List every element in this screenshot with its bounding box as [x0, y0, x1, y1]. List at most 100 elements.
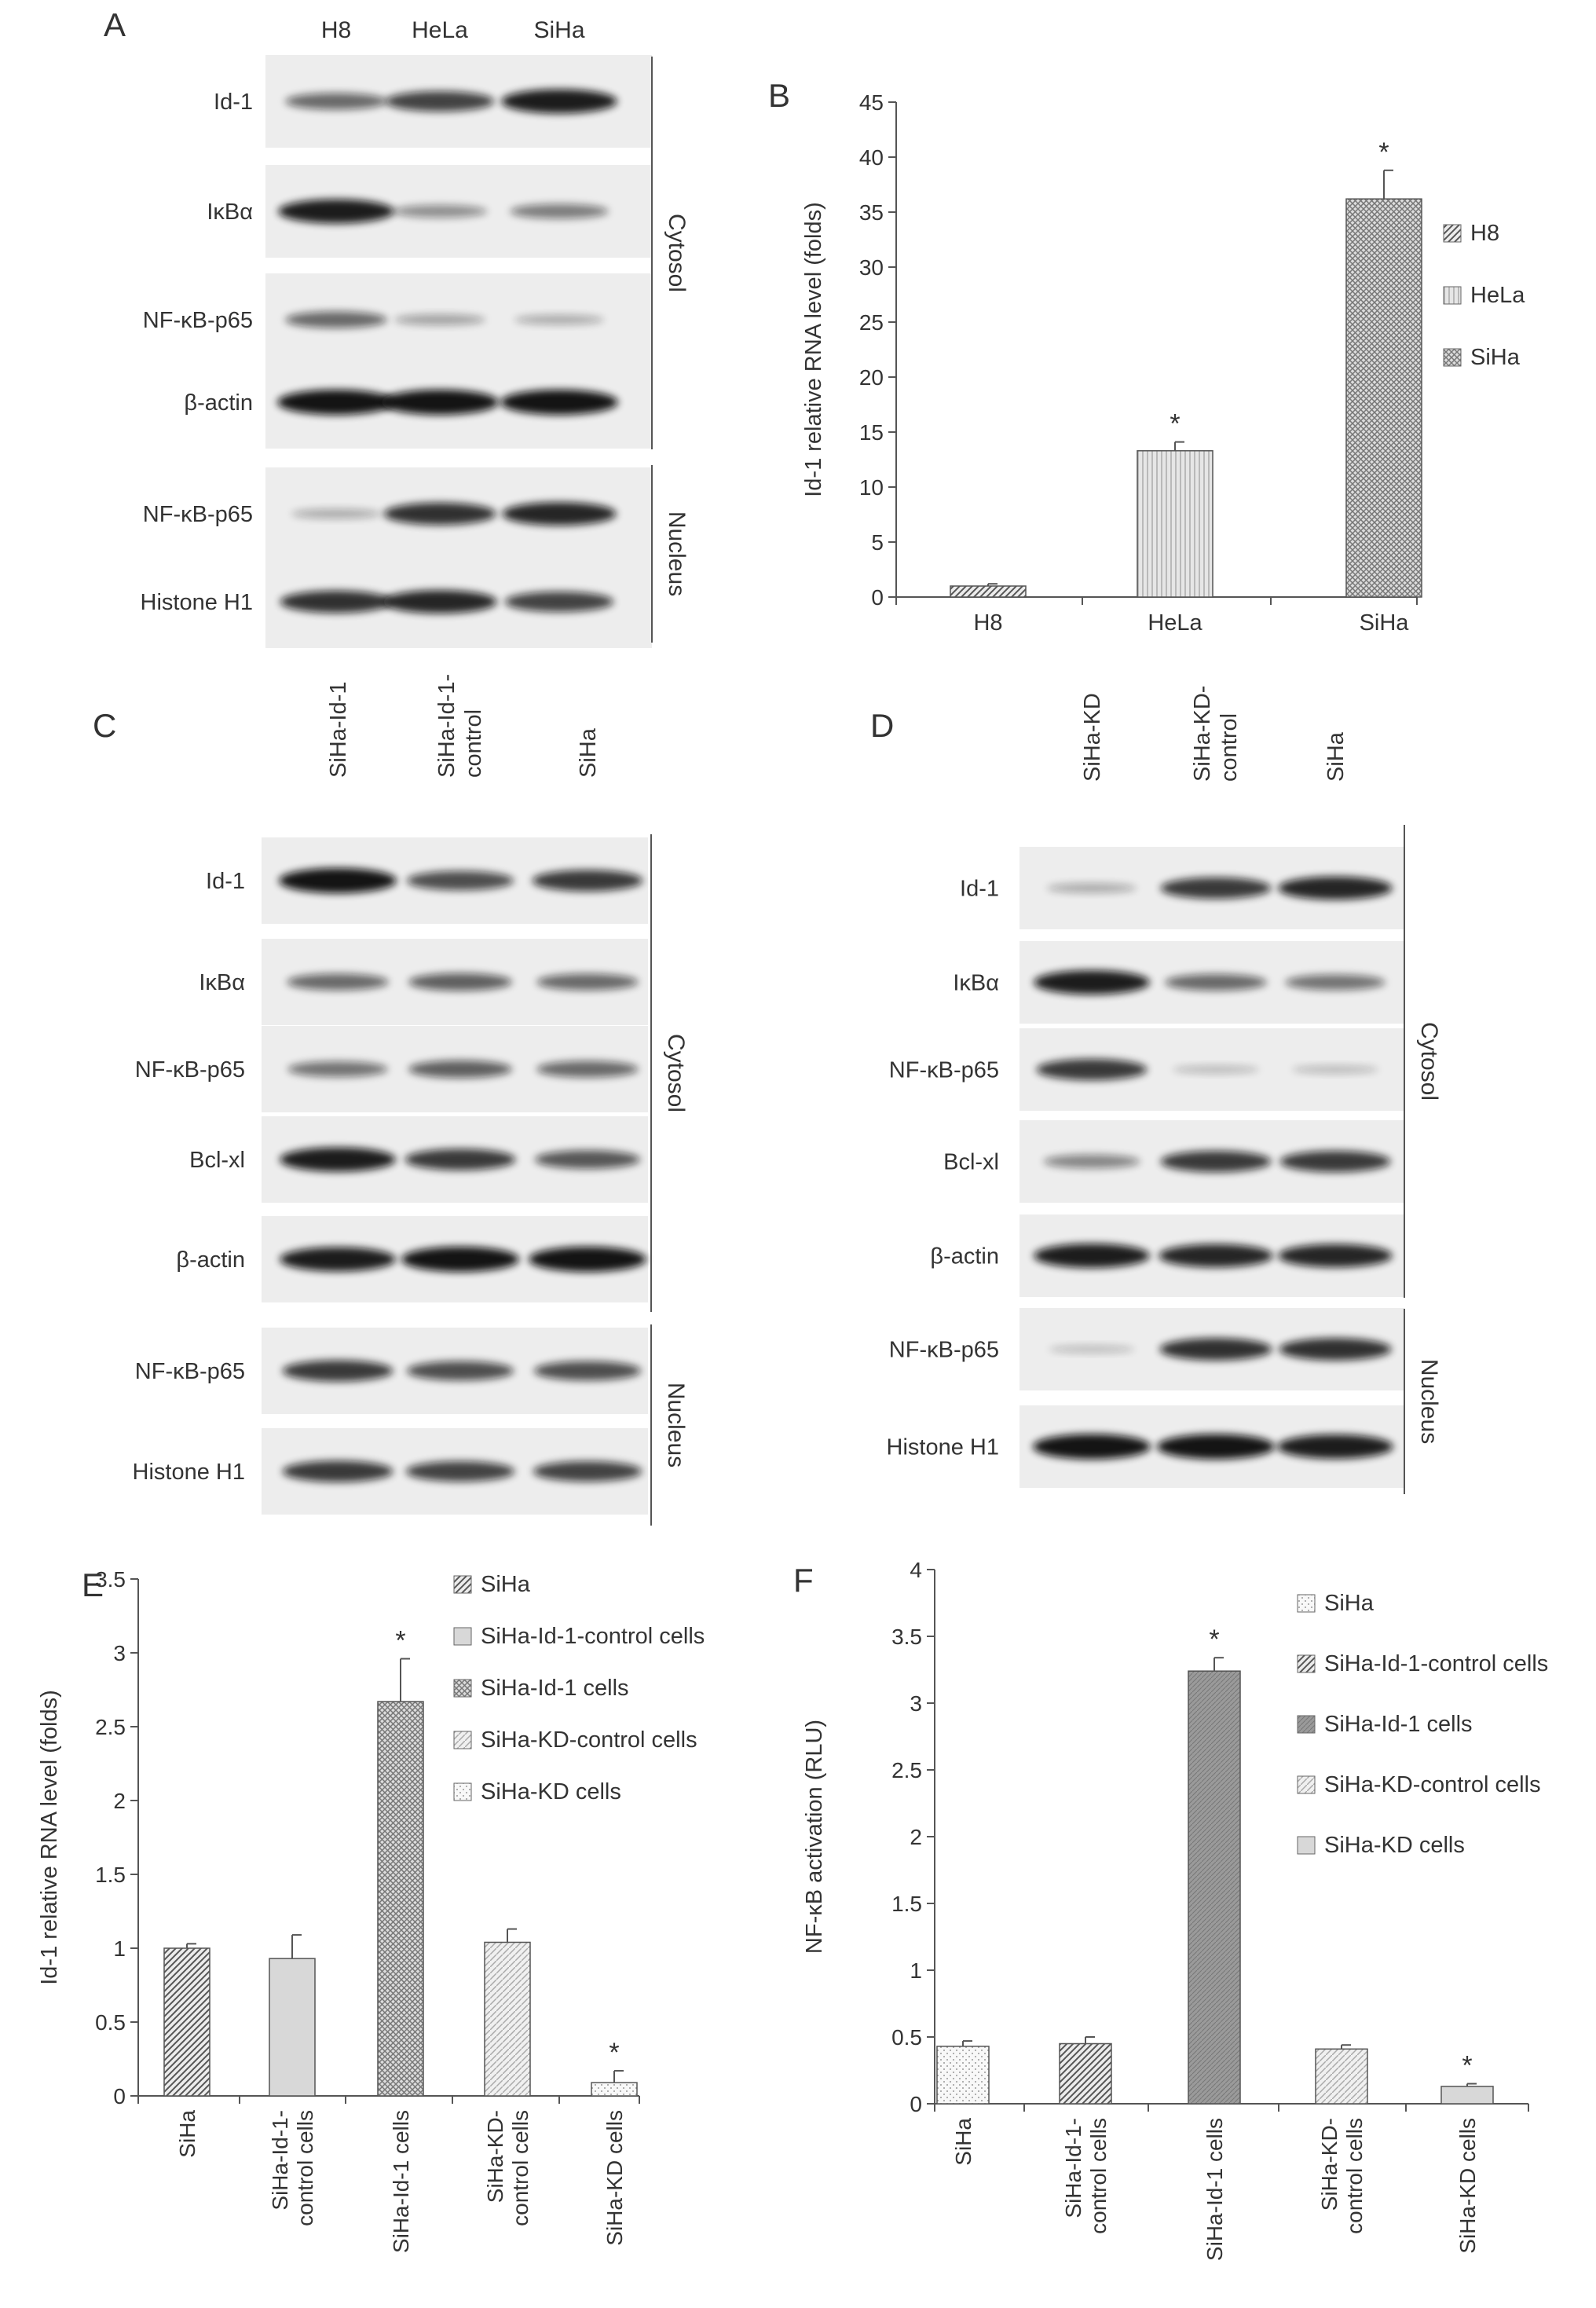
legend-label: SiHa [1470, 345, 1521, 370]
y-axis-label: NF-κB activation (RLU) [802, 1720, 827, 1954]
category-label: SiHa-KD-control cells [1317, 2118, 1367, 2234]
compartment-label: Cytosol [1416, 1022, 1442, 1101]
band [1043, 1154, 1140, 1169]
band [385, 91, 495, 112]
lane-label: SiHa-Id-1 [326, 682, 351, 778]
category-label: SiHa-Id-1-control cells [1061, 2118, 1111, 2234]
band [1159, 1338, 1272, 1361]
panel-letter: B [768, 77, 790, 114]
bar-siha [936, 2046, 990, 2105]
y-axis-label: Id-1 relative RNA level (folds) [37, 1690, 62, 1985]
y-tick-label: 1 [910, 1958, 922, 1983]
protein-label: β-actin [184, 390, 253, 416]
y-tick-label: 20 [859, 365, 884, 390]
band [504, 592, 614, 612]
band [287, 1061, 388, 1077]
band [1034, 970, 1150, 995]
category-label: SiHa [175, 2110, 200, 2158]
band [534, 1150, 641, 1169]
legend-swatch [1297, 1594, 1316, 1613]
legend-label: SiHa-Id-1-control cells [481, 1624, 705, 1649]
band [280, 590, 393, 614]
panel-letter: D [870, 707, 894, 744]
legend-label: SiHa-KD cells [481, 1779, 621, 1804]
band [392, 204, 488, 218]
band [408, 973, 512, 991]
band [279, 868, 397, 893]
protein-label: IκBα [953, 971, 999, 996]
band [280, 1247, 396, 1272]
panel-a: A H8 HeLa SiHa Id-1 IκBα NF-κB-p65 β-actin NF-κB… [104, 6, 690, 648]
protein-label: β-actin [176, 1247, 245, 1273]
category-label: SiHa-KD-control cells [483, 2110, 533, 2226]
lane-label: SiHa [533, 17, 584, 43]
band [1047, 883, 1137, 893]
y-tick-label: 3.5 [891, 1625, 922, 1649]
band [291, 508, 381, 519]
band [287, 973, 389, 991]
panel-c: C SiHa-Id-1 SiHa-Id-1-control SiHa Id-1 IκBα N… [93, 674, 689, 1526]
legend-swatch [453, 1627, 472, 1646]
y-tick-label: 0.5 [891, 2025, 922, 2050]
band [536, 1061, 639, 1078]
legend-label: SiHa-KD-control cells [481, 1727, 697, 1753]
band [406, 870, 514, 891]
bar-siha-id-1-cells [1188, 1670, 1241, 2105]
panel-letter: A [104, 6, 126, 43]
protein-label: IκBα [207, 200, 253, 225]
y-tick-label: 35 [859, 200, 884, 225]
band [282, 1360, 394, 1382]
band [1034, 1244, 1150, 1268]
band [1291, 1065, 1379, 1074]
band [529, 1247, 646, 1272]
lane-label: SiHa [1323, 731, 1349, 782]
band [1278, 876, 1393, 900]
lane-label: SiHa-KD-control [1190, 686, 1242, 782]
y-tick-label: 0 [113, 2084, 126, 2108]
band [278, 199, 394, 224]
compartment-label: Nucleus [1416, 1359, 1442, 1444]
band [1165, 973, 1267, 991]
protein-label: Id-1 [960, 877, 999, 902]
protein-label: β-actin [930, 1244, 999, 1269]
category-label: SiHa [1360, 610, 1410, 636]
legend-swatch [1443, 224, 1462, 243]
compartment-label: Nucleus [664, 511, 690, 596]
bar-siha [1345, 198, 1422, 598]
chart-b: B 0 5 10 15 20 25 30 35 40 45 Id-1 relative RNA lev… [768, 77, 1525, 636]
category-label: SiHa [951, 2118, 976, 2166]
band [1172, 1065, 1260, 1074]
band [536, 973, 639, 991]
band [502, 502, 617, 526]
band [406, 1361, 514, 1381]
significance-mark: * [1170, 409, 1180, 439]
protein-label: NF-κB-p65 [889, 1058, 999, 1083]
band [1159, 1244, 1273, 1268]
y-tick-label: 3 [910, 1691, 922, 1716]
legend-label: SiHa-Id-1 cells [481, 1676, 629, 1701]
legend-swatch [453, 1731, 472, 1749]
band [510, 203, 609, 219]
legend-label: SiHa [481, 1572, 531, 1597]
band [381, 390, 499, 415]
y-tick-label: 5 [871, 530, 884, 555]
legend-swatch [453, 1782, 472, 1801]
y-tick-label: 10 [859, 475, 884, 500]
y-tick-label: 30 [859, 255, 884, 280]
band [285, 93, 387, 110]
category-label: SiHa-KD cells [1455, 2118, 1480, 2254]
y-tick-label: 1.5 [95, 1863, 126, 1887]
legend-swatch [1297, 1836, 1316, 1855]
significance-mark: * [1462, 2051, 1472, 2081]
band [1277, 1434, 1393, 1459]
significance-mark: * [1378, 137, 1389, 167]
significance-mark: * [1209, 1625, 1219, 1654]
band [1036, 1058, 1148, 1081]
panel-letter: F [793, 1562, 814, 1599]
protein-label: Histone H1 [887, 1435, 999, 1460]
bar-siha-kd-cells [591, 2082, 638, 2097]
bar-siha-id-1-control-cells [1059, 2042, 1112, 2105]
category-label: SiHa-Id-1 cells [1202, 2118, 1227, 2261]
category-label: SiHa-Id-1 cells [389, 2110, 413, 2253]
